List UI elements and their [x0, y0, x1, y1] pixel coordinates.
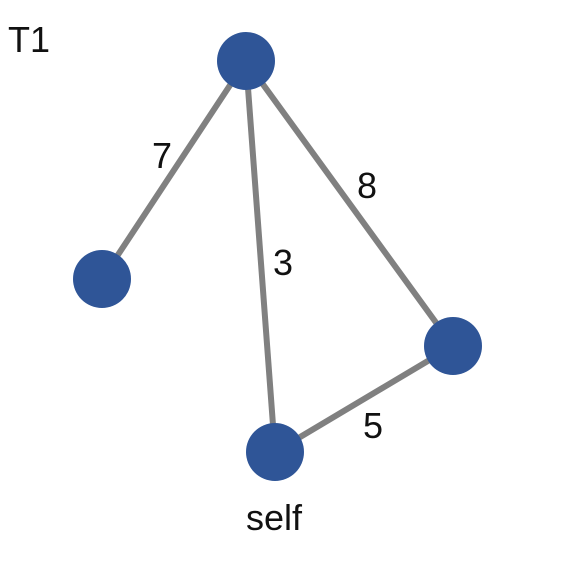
edge-weight-label-top-self: 3	[273, 242, 293, 283]
edge-self-right	[272, 343, 456, 455]
edge-layer	[99, 58, 456, 455]
edge-top-self	[243, 58, 278, 455]
edge-weight-label-top-left: 7	[152, 135, 172, 176]
node-layer	[73, 32, 482, 481]
edge-weight-label-top-right: 8	[357, 165, 377, 206]
node-self	[246, 423, 304, 481]
diagram-title: T1	[8, 19, 50, 60]
node-right	[424, 317, 482, 375]
label-layer: 7 3 8 5 self	[152, 135, 383, 538]
node-top	[217, 32, 275, 90]
edge-top-left	[99, 58, 249, 282]
edge-top-right	[243, 58, 456, 349]
node-left	[73, 250, 131, 308]
edge-weight-label-self-right: 5	[363, 405, 383, 446]
node-label-self: self	[246, 497, 303, 538]
